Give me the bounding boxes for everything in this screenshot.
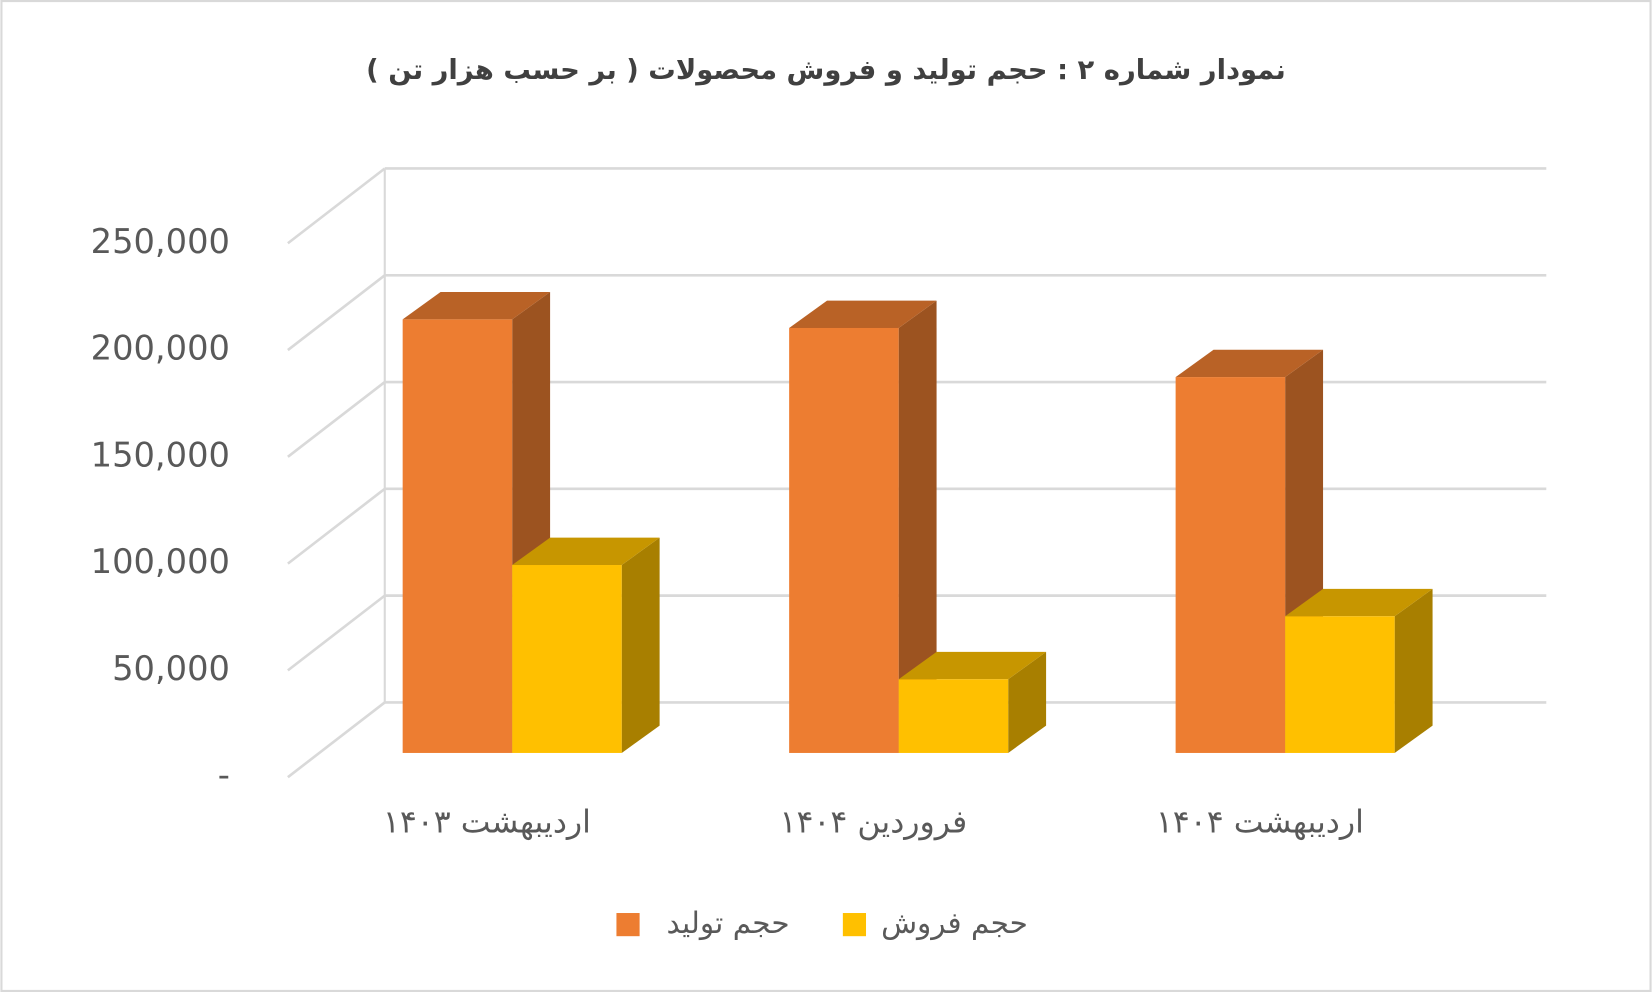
grid-line-side — [287, 701, 386, 779]
bar-side — [1008, 651, 1047, 753]
y-tick-label: 200,000 — [91, 329, 230, 368]
grid-line-side — [287, 594, 386, 672]
y-tick-label: 50,000 — [112, 649, 230, 688]
grid-line-side — [287, 274, 386, 352]
bar-side — [898, 300, 937, 753]
y-tick-label: 150,000 — [91, 435, 230, 474]
bar — [789, 327, 899, 753]
bar-top — [898, 651, 1047, 680]
grid-line-side — [287, 487, 386, 565]
legend-swatch — [842, 913, 867, 937]
legend-label: حجم فروش — [881, 906, 1028, 941]
bar-top — [402, 292, 551, 320]
bar-top — [1175, 349, 1324, 378]
bar-side — [1394, 588, 1433, 753]
bar — [512, 565, 622, 753]
legend-swatch — [616, 913, 640, 937]
bar-side — [621, 537, 660, 753]
bar — [1175, 377, 1286, 753]
x-tick-label: فروردین ۱۴۰۴ — [779, 805, 967, 841]
bar-top — [1285, 588, 1433, 617]
bar-top — [789, 300, 937, 328]
bar — [1285, 616, 1395, 753]
grid-line-side — [287, 381, 386, 458]
bar — [898, 679, 1009, 753]
y-tick-label: - — [218, 756, 230, 795]
bar-top — [512, 537, 660, 566]
y-tick-label: 250,000 — [91, 222, 230, 261]
x-tick-label: اردیبهشت ۱۴۰۴ — [1156, 805, 1364, 841]
grid-line-side — [287, 167, 386, 245]
x-tick-label: اردیبهشت ۱۴۰۳ — [383, 805, 591, 841]
y-tick-label: 100,000 — [91, 542, 230, 581]
chart-title: نمودار شماره ۲ : حجم تولید و فروش محصولا… — [366, 55, 1286, 86]
legend-label: حجم تولید — [667, 906, 790, 941]
bar — [402, 319, 513, 753]
